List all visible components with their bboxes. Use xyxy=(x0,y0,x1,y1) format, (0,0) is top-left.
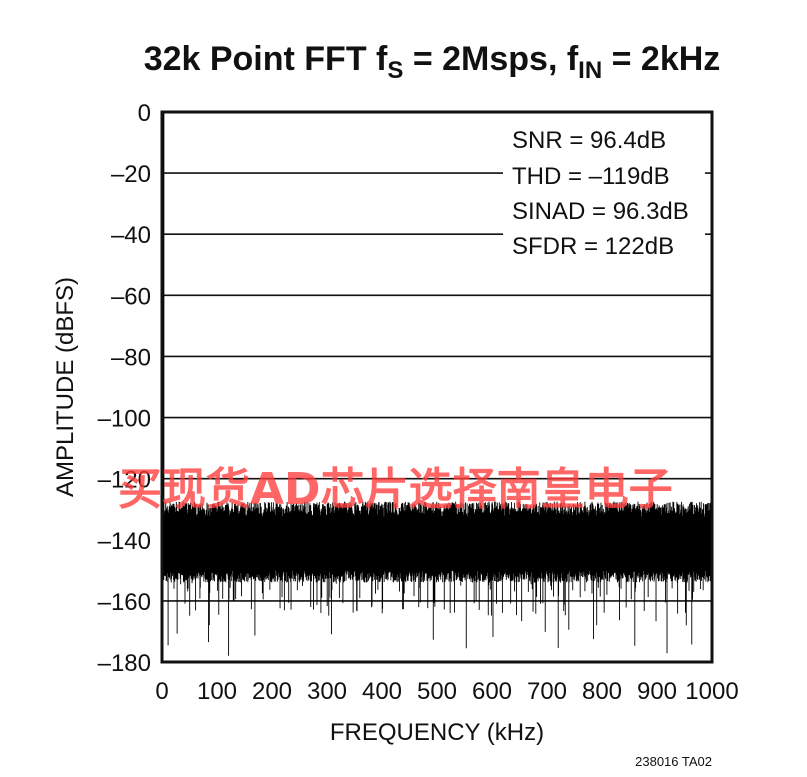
x-tick-label: 900 xyxy=(637,678,677,705)
y-tick-label: 0 xyxy=(138,100,151,127)
figure-code: 238016 TA02 xyxy=(635,754,712,769)
y-tick-label: –100 xyxy=(98,406,151,433)
y-axis-label: AMPLITUDE (dBFS) xyxy=(52,277,79,497)
x-tick-label: 800 xyxy=(582,678,622,705)
x-tick-label: 600 xyxy=(472,678,512,705)
x-tick-label: 0 xyxy=(155,678,168,705)
stats-background xyxy=(503,122,705,260)
thd-annotation: THD = –119dB xyxy=(512,163,670,190)
y-tick-labels: 0 –20 –40 –60 –80 –100 –120 –140 –160 –180 xyxy=(98,100,151,677)
y-tick-label: –140 xyxy=(98,528,151,555)
x-tick-label: 200 xyxy=(252,678,292,705)
x-tick-label: 500 xyxy=(417,678,457,705)
x-tick-label: 100 xyxy=(197,678,237,705)
x-tick-label: 1000 xyxy=(685,678,738,705)
watermark-text: 买现货AD芯片选择南皇电子 xyxy=(118,464,673,515)
y-tick-label: –180 xyxy=(98,650,151,677)
sfdr-annotation: SFDR = 122dB xyxy=(512,233,674,260)
y-tick-label: –20 xyxy=(111,161,151,188)
sinad-annotation: SINAD = 96.3dB xyxy=(512,198,689,225)
y-tick-label: –60 xyxy=(111,283,151,310)
stats-annotation: SNR = 96.4dB THD = –119dB SINAD = 96.3dB… xyxy=(503,122,705,260)
x-tick-label: 300 xyxy=(307,678,347,705)
plot-frame xyxy=(160,110,714,664)
x-tick-label: 700 xyxy=(527,678,567,705)
y-tick-label: –120 xyxy=(98,467,151,494)
fft-spectrum-series xyxy=(161,112,713,656)
x-axis-label: FREQUENCY (kHz) xyxy=(330,719,544,746)
y-tick-label: –40 xyxy=(111,222,151,249)
noise-floor-core xyxy=(162,518,712,565)
chart-title: 32k Point FFT fS = 2Msps, fIN = 2kHz xyxy=(144,40,721,84)
y-tick-label: –160 xyxy=(98,589,151,616)
x-tick-label: 400 xyxy=(362,678,402,705)
snr-annotation: SNR = 96.4dB xyxy=(512,127,666,154)
y-tick-label: –80 xyxy=(111,344,151,371)
x-tick-labels: 0 100 200 300 400 500 600 700 800 900 1000 xyxy=(155,678,738,705)
